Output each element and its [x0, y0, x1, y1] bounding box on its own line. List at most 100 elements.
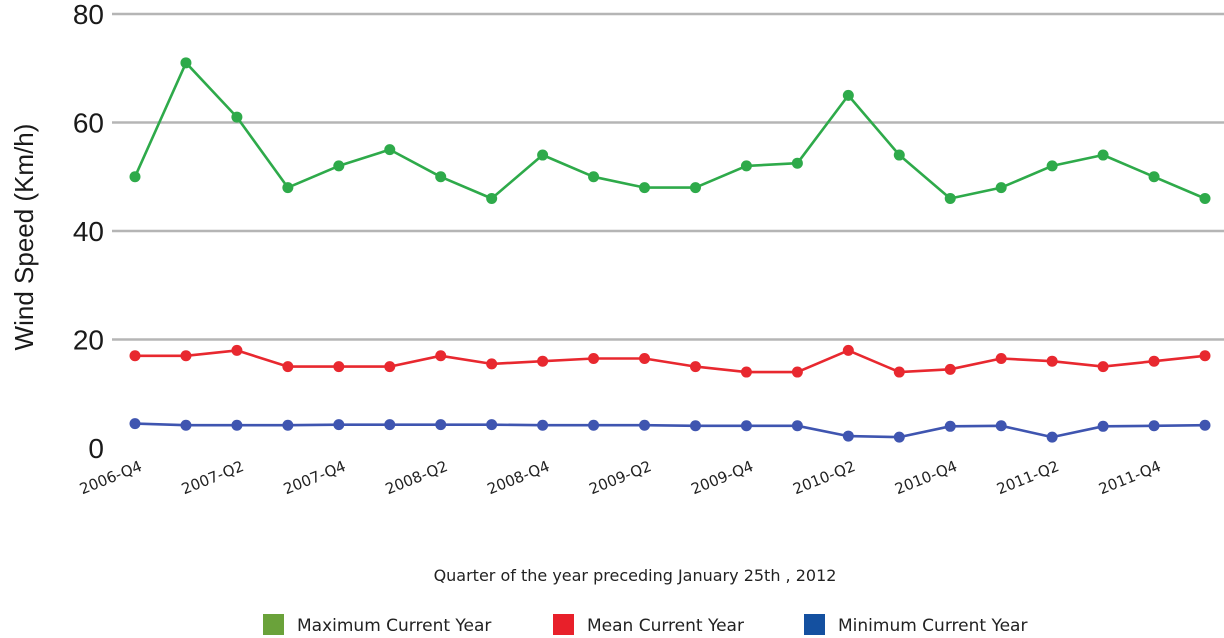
data-point [231, 344, 243, 356]
x-tick-label: 2010-Q4 [892, 457, 959, 498]
data-point [129, 171, 141, 183]
data-point [129, 350, 141, 362]
data-point [639, 352, 651, 364]
data-point [1097, 149, 1109, 161]
y-tick-label: 60 [73, 108, 104, 139]
data-point [486, 419, 498, 431]
data-point [689, 420, 701, 432]
data-point [231, 419, 243, 431]
data-point [639, 182, 651, 194]
data-point [740, 160, 752, 172]
data-point [791, 157, 803, 169]
data-point [333, 361, 345, 373]
data-point [180, 419, 192, 431]
data-point [180, 57, 192, 69]
data-point [1046, 355, 1058, 367]
legend-swatch [553, 614, 574, 635]
data-point [588, 352, 600, 364]
data-point [944, 363, 956, 375]
data-point [282, 419, 294, 431]
data-point [791, 420, 803, 432]
data-point [639, 419, 651, 431]
data-point [231, 111, 243, 123]
data-point [689, 182, 701, 194]
data-point [944, 420, 956, 432]
data-point [1199, 350, 1211, 362]
x-tick-labels: 2006-Q4 2007-Q2 2007-Q4 2008-Q2 2008-Q4 2009-… [77, 457, 1164, 498]
data-point [435, 350, 447, 362]
data-point [842, 344, 854, 356]
data-point [1199, 419, 1211, 431]
legend-item: Maximum Current Year [263, 614, 491, 636]
legend-label: Maximum Current Year [297, 616, 491, 636]
x-tick-label: 2006-Q4 [77, 457, 144, 498]
data-point [282, 361, 294, 373]
data-point [740, 366, 752, 378]
data-point [384, 419, 396, 431]
series-line [134, 422, 1206, 439]
data-point [740, 420, 752, 432]
series-2 [129, 418, 1211, 443]
x-tick-label: 2008-Q4 [485, 457, 552, 498]
y-tick-label: 40 [73, 216, 104, 247]
legend-swatch [263, 614, 284, 635]
gridlines [112, 12, 1224, 341]
legend-item: Minimum Current Year [804, 614, 1027, 636]
data-point [842, 430, 854, 442]
data-point [486, 192, 498, 204]
data-point [537, 355, 549, 367]
data-point [537, 419, 549, 431]
data-point [1097, 361, 1109, 373]
x-tick-label: 2011-Q4 [1096, 457, 1163, 498]
data-point [842, 89, 854, 101]
x-tick-label: 2009-Q4 [688, 457, 755, 498]
data-point [1046, 160, 1058, 172]
data-point [1097, 420, 1109, 432]
data-point [486, 358, 498, 370]
data-point [435, 419, 447, 431]
data-point [435, 171, 447, 183]
data-point [180, 350, 192, 362]
data-point [588, 419, 600, 431]
y-tick-label: 20 [73, 325, 104, 356]
data-point [689, 361, 701, 373]
data-point [1046, 431, 1058, 443]
data-point [1148, 355, 1160, 367]
legend-label: Mean Current Year [587, 616, 744, 636]
data-point [893, 431, 905, 443]
x-tick-label: 2009-Q2 [587, 457, 654, 498]
data-point [129, 418, 141, 430]
x-tick-label: 2007-Q4 [281, 457, 348, 498]
series-1 [129, 344, 1211, 378]
data-point [893, 366, 905, 378]
data-point [384, 144, 396, 156]
x-axis-title: Quarter of the year preceding January 25… [434, 566, 837, 585]
series-line [135, 349, 1206, 374]
y-tick-label: 0 [88, 433, 104, 464]
data-point [791, 366, 803, 378]
legend-label: Minimum Current Year [838, 616, 1027, 636]
data-point [333, 160, 345, 172]
x-tick-label: 2008-Q2 [383, 457, 450, 498]
x-tick-label: 2007-Q2 [179, 457, 246, 498]
data-point [1148, 171, 1160, 183]
legend-item: Mean Current Year [553, 614, 744, 636]
y-tick-label: 80 [73, 0, 104, 30]
legend-swatch [804, 614, 825, 635]
series-0 [129, 57, 1211, 204]
legend: Maximum Current Year Mean Current Year Min… [263, 614, 1027, 636]
data-point [384, 361, 396, 373]
x-tick-label: 2011-Q2 [994, 457, 1061, 498]
data-point [1148, 420, 1160, 432]
y-axis-title: Wind Speed (Km/h) [9, 124, 39, 351]
data-point [333, 419, 345, 431]
y-tick-labels: 0 20 40 60 80 [73, 0, 104, 464]
data-point [588, 171, 600, 183]
series-line [133, 61, 1206, 200]
data-point [995, 420, 1007, 432]
data-point [537, 149, 549, 161]
series-lines [129, 57, 1211, 443]
data-point [893, 149, 905, 161]
data-point [995, 182, 1007, 194]
